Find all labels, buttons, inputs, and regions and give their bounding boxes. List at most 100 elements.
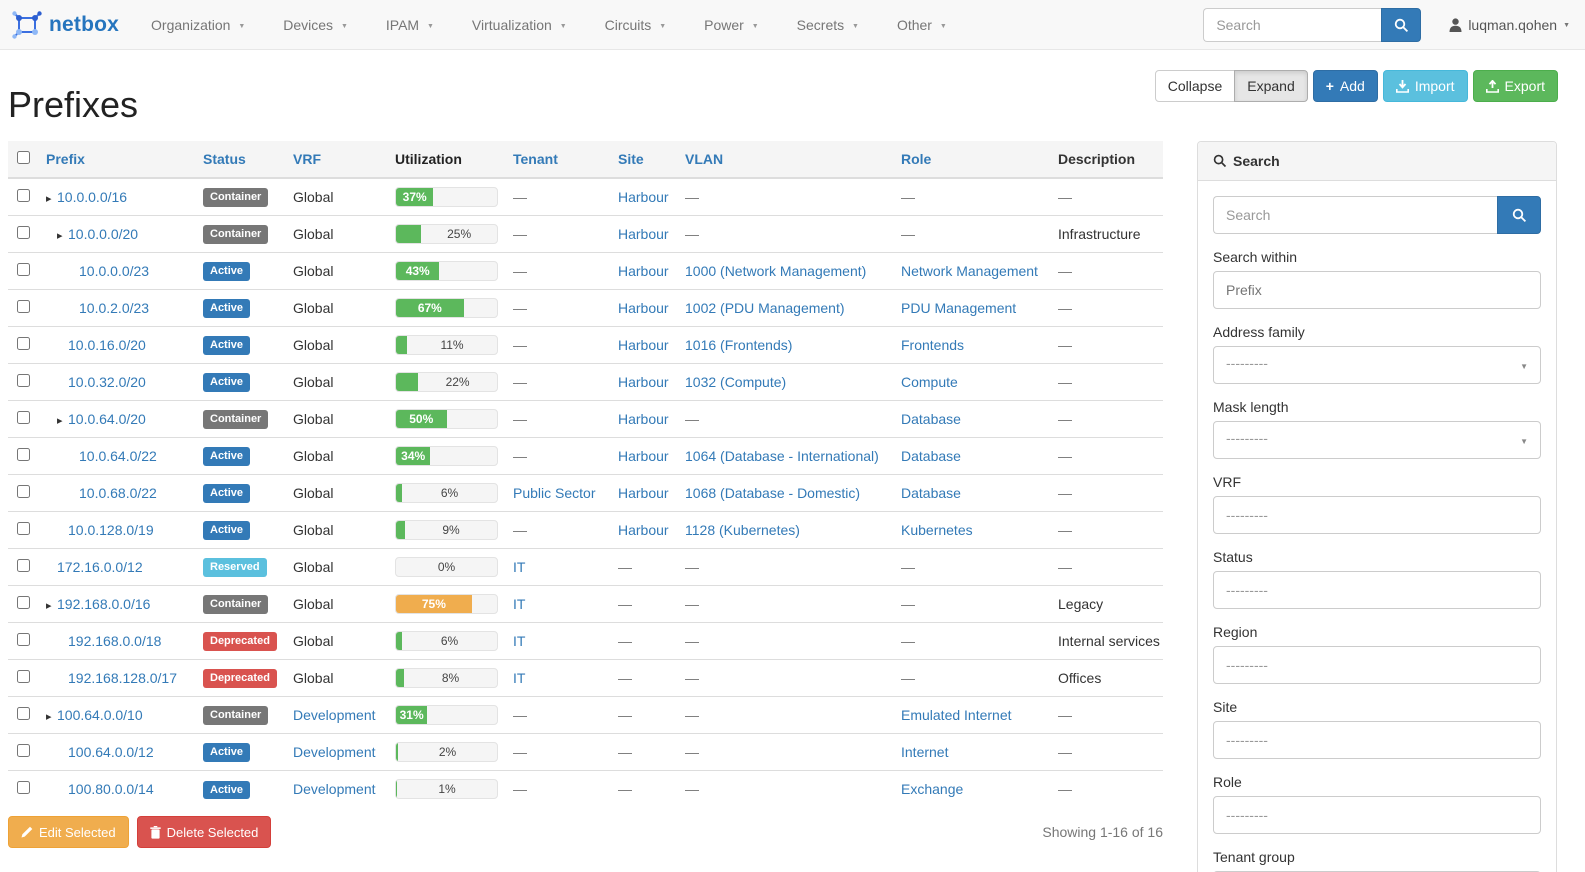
select-all-checkbox[interactable]	[16, 151, 30, 164]
vlan-link[interactable]: 1000 (Network Management)	[685, 263, 867, 279]
column-header-role[interactable]: Role	[893, 141, 1050, 179]
role-link[interactable]: Exchange	[901, 781, 964, 798]
vlan-link[interactable]: 1016 (Frontends)	[685, 337, 793, 353]
prefix-link[interactable]: 192.168.0.0/16	[57, 596, 151, 612]
prefix-link[interactable]: 10.0.64.0/20	[68, 411, 146, 427]
prefix-link[interactable]: 172.16.0.0/12	[57, 559, 143, 575]
role-link[interactable]: Database	[901, 448, 961, 464]
expand-button[interactable]: Expand	[1234, 70, 1308, 102]
export-button[interactable]: Export	[1472, 70, 1558, 102]
column-header-vlan[interactable]: VLAN	[677, 141, 893, 179]
row-checkbox[interactable]	[16, 522, 30, 535]
nav-menu-circuits[interactable]: Circuits ▼	[604, 16, 667, 33]
row-checkbox[interactable]	[16, 411, 30, 424]
nav-menu-power[interactable]: Power ▼	[704, 16, 759, 33]
row-checkbox[interactable]	[16, 781, 30, 795]
row-checkbox[interactable]	[16, 448, 30, 461]
navbar-search-button[interactable]	[1381, 8, 1422, 42]
filter-input-search-within[interactable]	[1213, 271, 1541, 309]
nav-menu-secrets[interactable]: Secrets ▼	[796, 16, 859, 33]
tenant-link[interactable]: IT	[513, 596, 526, 612]
site-link[interactable]: Harbour	[618, 411, 669, 427]
nav-menu-virtualization[interactable]: Virtualization ▼	[471, 16, 567, 33]
role-link[interactable]: Compute	[901, 374, 958, 390]
row-checkbox[interactable]	[16, 596, 30, 609]
nav-menu-devices[interactable]: Devices ▼	[283, 16, 348, 33]
site-link[interactable]: Harbour	[618, 448, 669, 464]
prefix-link[interactable]: 192.168.0.0/18	[68, 633, 162, 649]
column-header-description[interactable]: Description	[1050, 141, 1163, 179]
filter-select-address-family[interactable]: --------- ▼	[1213, 346, 1541, 384]
prefix-link[interactable]: 10.0.0.0/16	[57, 189, 128, 205]
tenant-link[interactable]: IT	[513, 559, 526, 575]
collapse-button[interactable]: Collapse	[1154, 70, 1236, 102]
site-link[interactable]: Harbour	[618, 226, 669, 242]
prefix-link[interactable]: 100.64.0.0/10	[57, 707, 143, 723]
column-header-vrf[interactable]: VRF	[285, 141, 387, 179]
row-checkbox[interactable]	[16, 337, 30, 350]
import-button[interactable]: Import	[1382, 70, 1468, 102]
filter-input-role[interactable]	[1213, 796, 1541, 834]
prefix-link[interactable]: 10.0.32.0/20	[68, 374, 146, 390]
site-link[interactable]: Harbour	[618, 189, 669, 205]
row-checkbox[interactable]	[16, 226, 30, 239]
vlan-link[interactable]: 1064 (Database - International)	[685, 448, 879, 464]
vrf-link[interactable]: Development	[293, 707, 376, 723]
filter-input-site[interactable]	[1213, 721, 1541, 759]
site-link[interactable]: Harbour	[618, 522, 669, 538]
tenant-link[interactable]: Public Sector	[513, 485, 596, 501]
vlan-link[interactable]: 1068 (Database - Domestic)	[685, 485, 861, 501]
prefix-link[interactable]: 192.168.128.0/17	[68, 670, 177, 686]
vrf-link[interactable]: Development	[293, 781, 376, 798]
role-link[interactable]: Internet	[901, 744, 949, 760]
column-header-site[interactable]: Site	[610, 141, 677, 179]
row-checkbox[interactable]	[16, 633, 30, 646]
filter-select-mask-length[interactable]: --------- ▼	[1213, 421, 1541, 459]
vlan-link[interactable]: 1002 (PDU Management)	[685, 300, 845, 316]
role-link[interactable]: Kubernetes	[901, 522, 973, 538]
column-header-status[interactable]: Status	[195, 141, 285, 179]
filter-search-button[interactable]	[1497, 196, 1541, 234]
filter-input-region[interactable]	[1213, 646, 1541, 684]
tenant-link[interactable]: IT	[513, 633, 526, 649]
row-checkbox[interactable]	[16, 670, 30, 683]
tenant-link[interactable]: IT	[513, 670, 526, 686]
role-link[interactable]: Emulated Internet	[901, 707, 1012, 723]
nav-menu-ipam[interactable]: IPAM ▼	[385, 16, 434, 33]
prefix-link[interactable]: 10.0.128.0/19	[68, 522, 154, 538]
role-link[interactable]: Database	[901, 411, 961, 427]
prefix-link[interactable]: 10.0.0.0/20	[68, 226, 139, 242]
vlan-link[interactable]: 1032 (Compute)	[685, 374, 787, 390]
row-checkbox[interactable]	[16, 374, 30, 387]
nav-menu-organization[interactable]: Organization ▼	[151, 16, 246, 33]
site-link[interactable]: Harbour	[618, 374, 669, 390]
site-link[interactable]: Harbour	[618, 337, 669, 353]
navbar-search-input[interactable]	[1203, 8, 1382, 42]
user-menu[interactable]: luqman.qohen ▼	[1449, 17, 1570, 33]
vlan-link[interactable]: 1128 (Kubernetes)	[685, 522, 800, 538]
role-link[interactable]: Frontends	[901, 337, 965, 353]
prefix-link[interactable]: 10.0.16.0/20	[68, 337, 146, 353]
site-link[interactable]: Harbour	[618, 485, 669, 501]
site-link[interactable]: Harbour	[618, 263, 669, 279]
vrf-link[interactable]: Development	[293, 744, 376, 760]
column-header-prefix[interactable]: Prefix	[38, 141, 195, 179]
prefix-link[interactable]: 10.0.68.0/22	[79, 485, 157, 501]
row-checkbox[interactable]	[16, 744, 30, 757]
prefix-link[interactable]: 10.0.64.0/22	[79, 448, 157, 464]
edit-selected-button[interactable]: Edit Selected	[8, 816, 129, 848]
add-button[interactable]: + Add	[1312, 70, 1378, 102]
filter-search-input[interactable]	[1213, 196, 1497, 234]
column-header-tenant[interactable]: Tenant	[505, 141, 610, 179]
prefix-link[interactable]: 10.0.0.0/23	[79, 263, 150, 279]
role-link[interactable]: Network Management	[901, 263, 1038, 279]
row-checkbox[interactable]	[16, 300, 30, 313]
prefix-link[interactable]: 10.0.2.0/23	[79, 300, 150, 316]
row-checkbox[interactable]	[16, 559, 30, 572]
row-checkbox[interactable]	[16, 189, 30, 202]
prefix-link[interactable]: 100.80.0.0/14	[68, 781, 154, 798]
role-link[interactable]: PDU Management	[901, 300, 1017, 316]
row-checkbox[interactable]	[16, 707, 30, 720]
row-checkbox[interactable]	[16, 263, 30, 276]
site-link[interactable]: Harbour	[618, 300, 669, 316]
